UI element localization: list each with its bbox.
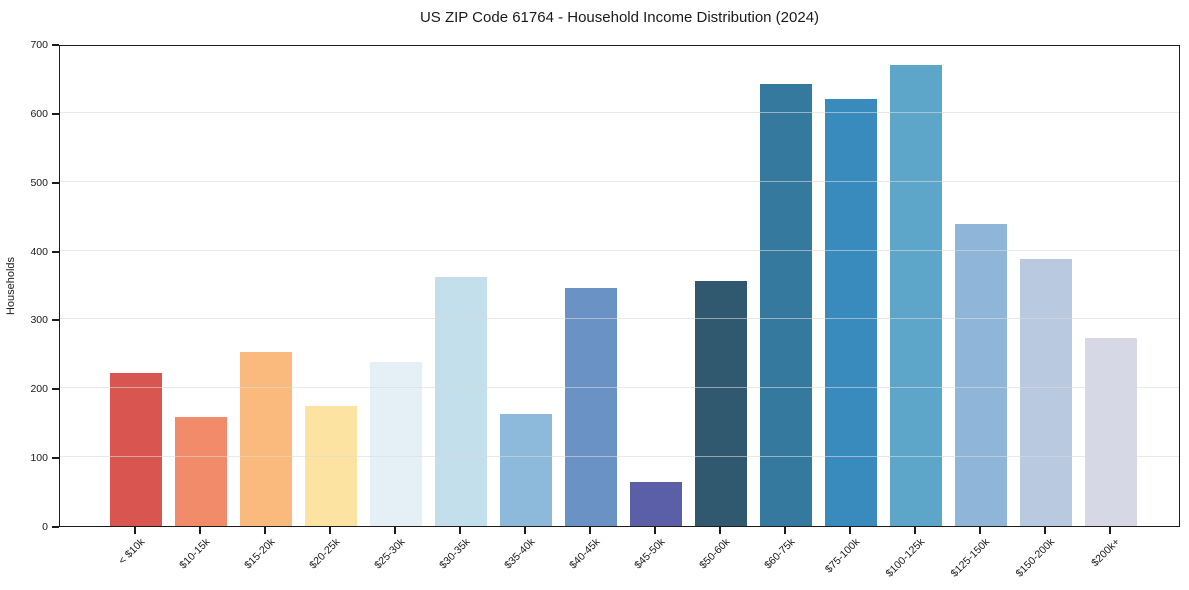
x-tick-label: $30-35k bbox=[437, 536, 473, 572]
x-tick-mark bbox=[1109, 527, 1111, 534]
x-tick-label: $25-30k bbox=[372, 536, 408, 572]
x-tick-label: $20-25k bbox=[307, 536, 343, 572]
y-tick-mark bbox=[52, 250, 59, 253]
gridline-200 bbox=[60, 387, 1179, 389]
x-tick-mark bbox=[979, 527, 981, 534]
gridline-500 bbox=[60, 180, 1179, 182]
y-tick-mark bbox=[52, 181, 59, 184]
bar-100-125k bbox=[890, 64, 942, 526]
gridline-600 bbox=[60, 111, 1179, 113]
y-tick-label: 100 bbox=[30, 452, 48, 465]
bar-25-30k bbox=[370, 362, 422, 526]
x-tick-mark bbox=[459, 527, 461, 534]
bar-10k bbox=[110, 373, 162, 526]
bar-50-60k bbox=[695, 280, 747, 526]
bar-200k bbox=[1085, 338, 1137, 526]
x-tick-mark bbox=[199, 527, 201, 534]
bar-20-25k bbox=[305, 406, 357, 526]
grid-layer bbox=[60, 46, 1179, 526]
x-tick-mark bbox=[589, 527, 591, 534]
bar-75-100k bbox=[825, 99, 877, 526]
x-tick-label: $150-200k bbox=[1013, 536, 1058, 580]
x-tick-mark bbox=[329, 527, 331, 534]
y-tick-mark bbox=[52, 526, 59, 528]
gridline-300 bbox=[60, 318, 1179, 320]
bar-40-45k bbox=[565, 287, 617, 526]
x-tick-label: $125-150k bbox=[948, 536, 993, 580]
y-tick-mark bbox=[52, 319, 59, 322]
y-tick-mark bbox=[52, 457, 59, 460]
bar-60-75k bbox=[760, 83, 812, 526]
x-tick-mark bbox=[264, 527, 266, 534]
y-tick-label: 200 bbox=[30, 383, 48, 396]
x-tick-mark bbox=[784, 527, 786, 534]
bar-30-35k bbox=[435, 276, 487, 526]
x-tick-mark bbox=[1044, 527, 1046, 534]
x-tick-label: $45-50k bbox=[632, 536, 668, 572]
x-tick-label: $100-125k bbox=[883, 536, 928, 580]
bar-15-20k bbox=[240, 352, 292, 526]
x-tick-label: $10-15k bbox=[177, 536, 213, 572]
gridline-100 bbox=[60, 456, 1179, 458]
y-axis-title: Households bbox=[5, 256, 17, 316]
chart-title: US ZIP Code 61764 - Household Income Dis… bbox=[419, 9, 820, 26]
y-tick-mark bbox=[52, 44, 59, 46]
gridline-400 bbox=[60, 249, 1179, 251]
y-tick-mark bbox=[52, 112, 59, 115]
y-tick-label: 0 bbox=[42, 521, 48, 533]
bars-layer bbox=[60, 46, 1179, 526]
x-tick-label: $75-100k bbox=[823, 536, 863, 576]
x-tick-label: $35-40k bbox=[502, 536, 538, 572]
y-tick-label: 500 bbox=[30, 176, 48, 189]
x-tick-mark bbox=[134, 527, 136, 534]
bar-35-40k bbox=[500, 414, 552, 526]
x-tick-mark bbox=[654, 527, 656, 534]
x-tick-label: $40-45k bbox=[567, 536, 603, 572]
plot-area bbox=[59, 45, 1180, 527]
x-tick-mark bbox=[914, 527, 916, 534]
y-tick-label: 700 bbox=[30, 39, 48, 51]
y-tick-mark bbox=[52, 388, 59, 391]
x-tick-label: $60-75k bbox=[762, 536, 798, 572]
x-tick-mark bbox=[524, 527, 526, 534]
x-tick-label: < $10k bbox=[116, 536, 148, 567]
x-tick-label: $50-60k bbox=[697, 536, 733, 572]
y-tick-label: 300 bbox=[30, 314, 48, 327]
y-tick-label: 600 bbox=[30, 107, 48, 120]
bar-125-150k bbox=[955, 224, 1007, 526]
x-tick-mark bbox=[849, 527, 851, 534]
x-tick-mark bbox=[394, 527, 396, 534]
x-tick-mark bbox=[719, 527, 721, 534]
bar-10-15k bbox=[175, 417, 227, 526]
y-tick-label: 400 bbox=[30, 245, 48, 258]
bar-45-50k bbox=[630, 481, 682, 526]
x-tick-label: $200k+ bbox=[1089, 536, 1123, 570]
bar-150-200k bbox=[1020, 258, 1072, 526]
x-tick-label: $15-20k bbox=[242, 536, 278, 572]
